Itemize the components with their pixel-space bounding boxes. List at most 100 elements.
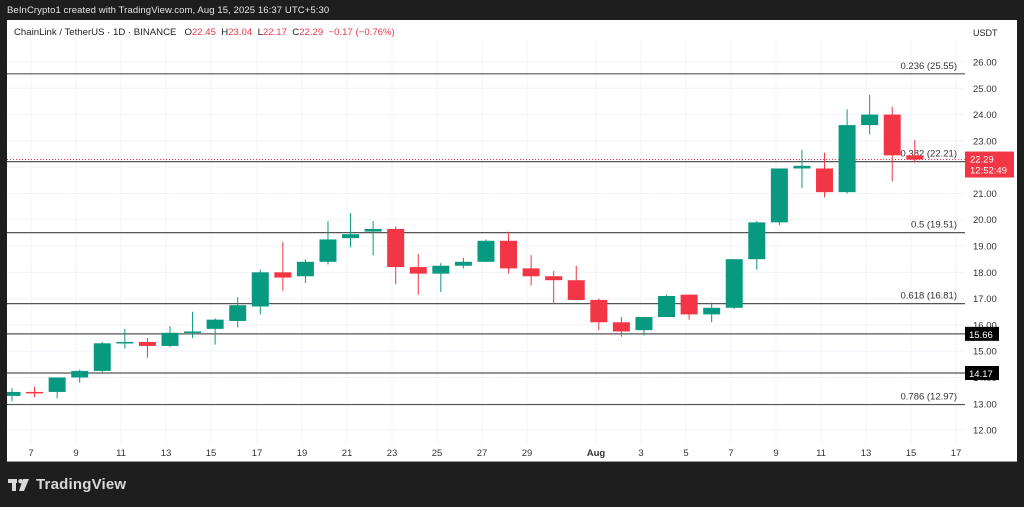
price-tick-label: 12.00 (973, 426, 997, 437)
candle-body[interactable] (522, 268, 540, 277)
price-tick-label: 25.00 (973, 84, 997, 95)
date-tick-label: 21 (342, 448, 353, 459)
date-tick-label: 17 (951, 448, 962, 459)
candle-body[interactable] (567, 280, 585, 300)
date-tick-label: 15 (906, 448, 917, 459)
candle-body[interactable] (748, 222, 766, 260)
bar-countdown-label: 12:52:49 (970, 166, 1007, 177)
fib-level-label: 0.236 (25.55) (900, 61, 957, 72)
fib-level-label: 0.5 (19.51) (911, 220, 957, 231)
date-tick-label: 7 (728, 448, 733, 459)
candle-body[interactable] (93, 343, 111, 371)
candle-body[interactable] (116, 341, 134, 344)
candle-body[interactable] (770, 168, 788, 223)
candle-body[interactable] (274, 272, 292, 278)
symbol-title[interactable]: ChainLink / TetherUS · 1D · BINANCE (14, 27, 177, 38)
date-tick-label: 9 (73, 448, 78, 459)
date-tick-label: 11 (116, 448, 126, 459)
candle-body[interactable] (861, 114, 879, 126)
current-price-label: 22.29 (970, 155, 994, 166)
candle-body[interactable] (635, 317, 653, 331)
tradingview-brand-text: TradingView (36, 476, 127, 493)
date-tick-label: Aug (587, 448, 606, 459)
open-label: O (184, 27, 192, 38)
candle-body[interactable] (703, 307, 721, 315)
candle-body[interactable] (680, 294, 698, 315)
price-tick-label: 21.00 (973, 189, 997, 200)
price-tick-label: 23.00 (973, 136, 997, 147)
high-label: H (221, 27, 229, 38)
price-tick-label: 15.00 (973, 347, 997, 358)
date-tick-label: 5 (683, 448, 688, 459)
candle-body[interactable] (296, 261, 314, 277)
date-tick-label: 17 (252, 448, 263, 459)
candle-body[interactable] (184, 331, 202, 333)
date-tick-label: 11 (816, 448, 826, 459)
price-axis-unit: USDT (973, 28, 998, 38)
date-tick-label: 19 (297, 448, 308, 459)
candle-body[interactable] (26, 391, 44, 394)
candle-body[interactable] (500, 240, 518, 269)
high-value: 23.04 (228, 27, 253, 38)
candle-body[interactable] (387, 228, 405, 268)
close-label: C (292, 27, 300, 38)
date-tick-label: 9 (773, 448, 778, 459)
candle-body[interactable] (48, 377, 66, 392)
candle-body[interactable] (545, 276, 563, 281)
price-tick-label: 24.00 (973, 110, 997, 121)
price-tick-label: 17.00 (973, 294, 997, 305)
candle-body[interactable] (161, 332, 179, 346)
candle-body[interactable] (883, 114, 901, 156)
candle-body[interactable] (71, 370, 89, 378)
current-price-tag (965, 151, 1014, 178)
candle-body[interactable] (7, 391, 21, 396)
price-marker-tag (965, 366, 999, 381)
candle-body[interactable] (138, 341, 156, 346)
low-label: L (257, 27, 263, 38)
candle-body[interactable] (612, 322, 630, 332)
candle-body[interactable] (432, 265, 450, 274)
date-tick-label: 3 (638, 448, 643, 459)
price-tick-label: 13.00 (973, 399, 997, 410)
candle-body[interactable] (793, 165, 811, 169)
candle-body[interactable] (658, 295, 676, 318)
price-tick-label: 19.00 (973, 242, 997, 253)
chart-credit: BeInCrypto1 created with TradingView.com… (7, 5, 330, 16)
close-value: 22.29 (299, 27, 324, 38)
price-tick-label: 18.00 (973, 268, 997, 279)
price-tick-label: 20.00 (973, 215, 997, 226)
candle-body[interactable] (251, 272, 269, 307)
change-value: −0.17 (−0.76%) (328, 27, 395, 38)
fib-level-label: 0.786 (12.97) (900, 392, 957, 403)
candle-body[interactable] (319, 239, 337, 262)
candle-body[interactable] (725, 259, 743, 308)
price-marker-label: 15.66 (969, 330, 993, 341)
tradingview-logo-icon (8, 478, 29, 491)
price-tick-label: 26.00 (973, 58, 997, 69)
candle-body[interactable] (590, 299, 608, 323)
candle-body[interactable] (409, 267, 427, 274)
candle-body[interactable] (206, 319, 224, 329)
candle-body[interactable] (838, 125, 856, 193)
price-marker-label: 14.17 (969, 369, 993, 380)
tradingview-brand[interactable]: TradingView (8, 476, 126, 493)
date-tick-label: 29 (522, 448, 533, 459)
candle-body[interactable] (906, 155, 924, 160)
price-marker-tag (965, 326, 999, 341)
date-tick-label: 13 (861, 448, 872, 459)
candle-body[interactable] (364, 228, 382, 232)
candle-body[interactable] (229, 305, 247, 321)
date-tick-label: 13 (161, 448, 172, 459)
candle-body[interactable] (816, 168, 834, 193)
candle-body[interactable] (342, 234, 360, 239)
candle-body[interactable] (454, 261, 472, 266)
candle-body[interactable] (477, 240, 495, 262)
date-tick-label: 23 (387, 448, 398, 459)
low-value: 22.17 (262, 27, 287, 38)
date-tick-label: 7 (28, 448, 33, 459)
fib-level-label: 0.618 (16.81) (900, 291, 957, 302)
price-tick-label: 16.00 (973, 320, 997, 331)
date-tick-label: 15 (206, 448, 217, 459)
fib-level-label: 0.382 (22.21) (900, 149, 957, 160)
